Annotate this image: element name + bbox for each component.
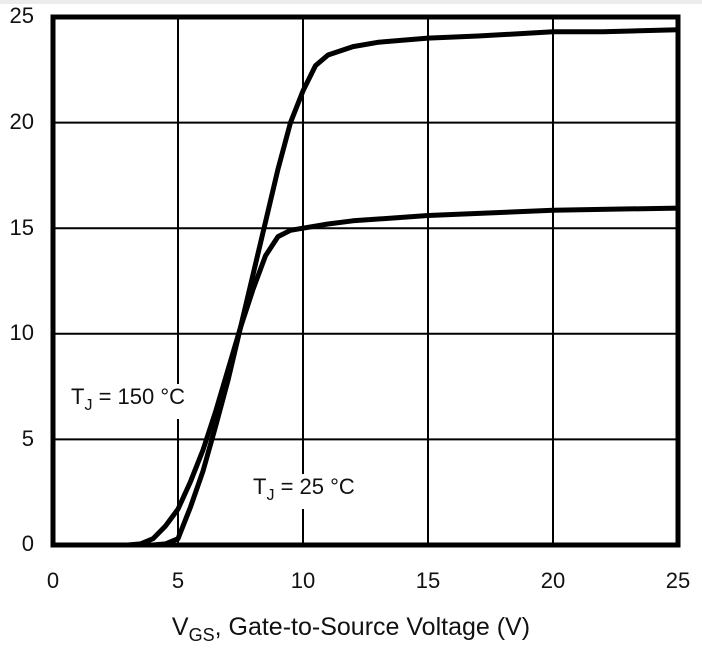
annotation-tj-150: TJ = 150 °C <box>68 384 189 419</box>
series-tj-25-line <box>50 27 681 548</box>
top-edge-strip <box>0 0 702 4</box>
x-tick-0: 0 <box>46 568 60 593</box>
x-tick-15: 15 <box>415 568 441 593</box>
y-tick-0: 0 <box>21 531 34 556</box>
y-tick-5: 5 <box>21 426 34 451</box>
x-axis-label: VGS, Gate-to-Source Voltage (V) <box>171 613 531 645</box>
x-tick-5: 5 <box>171 568 185 593</box>
x-tick-20: 20 <box>540 568 566 593</box>
grid-lines <box>53 17 678 545</box>
annotation-tj-25: TJ = 25 °C <box>250 474 358 509</box>
series-tj-150-line <box>50 205 681 548</box>
y-tick-15: 15 <box>9 215 34 240</box>
y-tick-20: 20 <box>9 109 34 134</box>
y-tick-10: 10 <box>9 320 34 345</box>
data-series <box>50 27 681 548</box>
x-tick-10: 10 <box>290 568 316 593</box>
plot-frame <box>50 14 681 548</box>
x-tick-25: 25 <box>665 568 691 593</box>
y-tick-25: 25 <box>9 3 34 28</box>
